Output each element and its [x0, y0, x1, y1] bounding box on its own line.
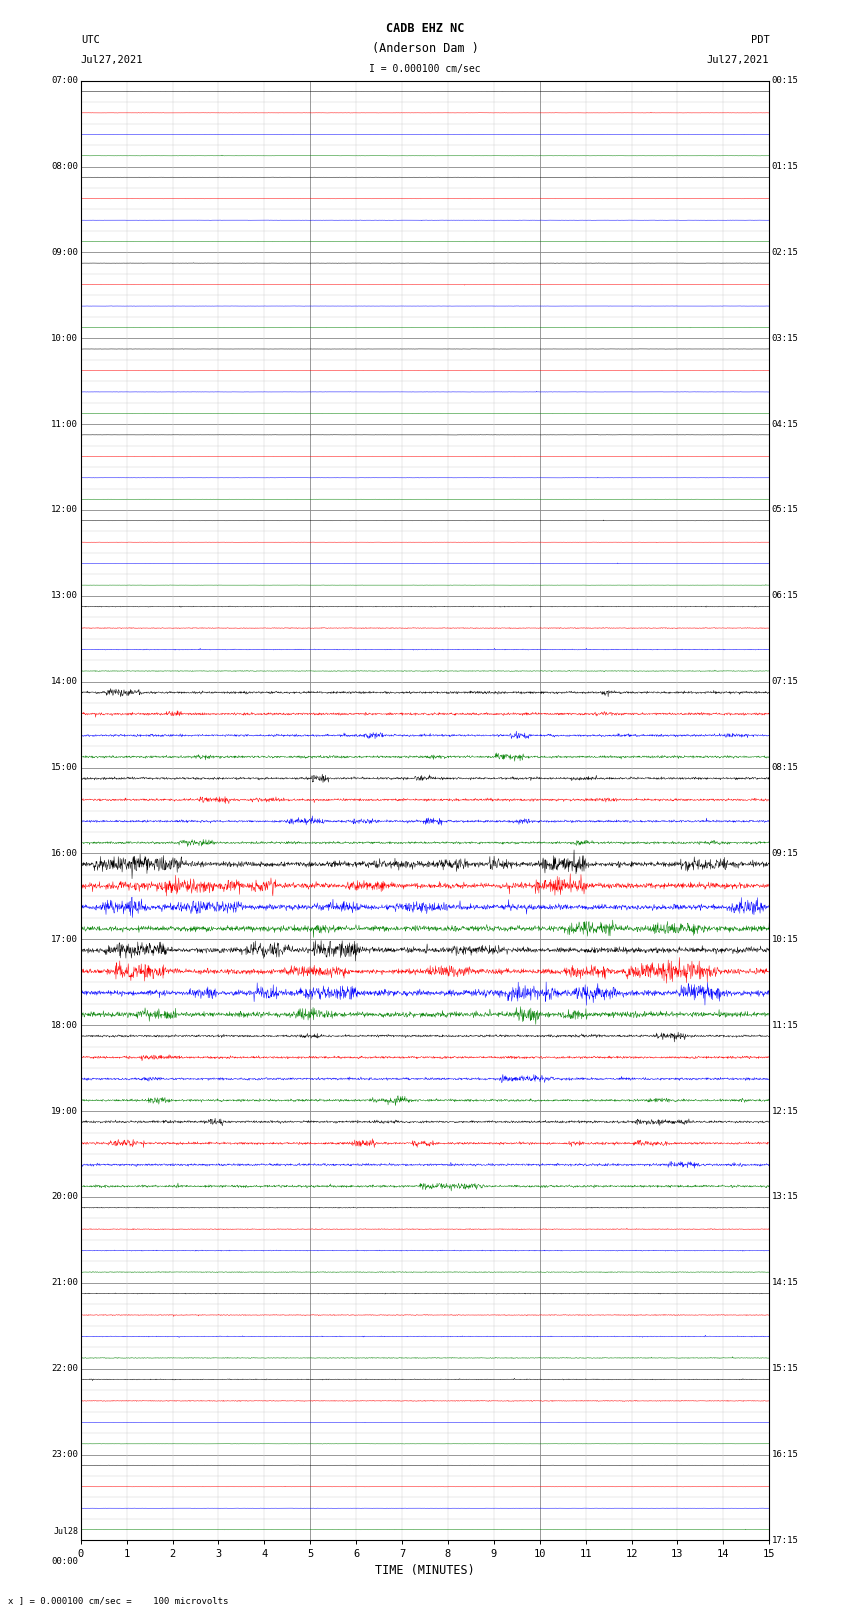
Text: I = 0.000100 cm/sec: I = 0.000100 cm/sec [369, 65, 481, 74]
Text: PDT: PDT [751, 35, 769, 45]
Text: (Anderson Dam ): (Anderson Dam ) [371, 42, 479, 55]
Text: 14:15: 14:15 [772, 1279, 799, 1287]
Text: 10:15: 10:15 [772, 936, 799, 944]
Text: Jul27,2021: Jul27,2021 [81, 55, 144, 65]
Text: 07:15: 07:15 [772, 677, 799, 686]
Text: 15:15: 15:15 [772, 1365, 799, 1373]
Text: Jul28: Jul28 [54, 1526, 78, 1536]
Text: 11:00: 11:00 [51, 419, 78, 429]
Text: Jul27,2021: Jul27,2021 [706, 55, 769, 65]
Text: 02:15: 02:15 [772, 248, 799, 256]
Text: 16:00: 16:00 [51, 848, 78, 858]
Text: 01:15: 01:15 [772, 161, 799, 171]
Text: 12:15: 12:15 [772, 1107, 799, 1116]
Text: 13:15: 13:15 [772, 1192, 799, 1202]
Text: 03:15: 03:15 [772, 334, 799, 342]
Text: 08:00: 08:00 [51, 161, 78, 171]
Text: 17:15: 17:15 [772, 1536, 799, 1545]
Text: 19:00: 19:00 [51, 1107, 78, 1116]
Text: 15:00: 15:00 [51, 763, 78, 773]
Text: x ] = 0.000100 cm/sec =    100 microvolts: x ] = 0.000100 cm/sec = 100 microvolts [8, 1595, 229, 1605]
Text: 05:15: 05:15 [772, 505, 799, 515]
Text: 10:00: 10:00 [51, 334, 78, 342]
Text: 18:00: 18:00 [51, 1021, 78, 1029]
Text: 23:00: 23:00 [51, 1450, 78, 1460]
Text: 06:15: 06:15 [772, 592, 799, 600]
Text: 14:00: 14:00 [51, 677, 78, 686]
Text: 00:00: 00:00 [51, 1558, 78, 1566]
Text: UTC: UTC [81, 35, 99, 45]
Text: 00:15: 00:15 [772, 76, 799, 85]
Text: 17:00: 17:00 [51, 936, 78, 944]
Text: 09:00: 09:00 [51, 248, 78, 256]
Text: 04:15: 04:15 [772, 419, 799, 429]
Text: 11:15: 11:15 [772, 1021, 799, 1029]
Text: 16:15: 16:15 [772, 1450, 799, 1460]
X-axis label: TIME (MINUTES): TIME (MINUTES) [375, 1563, 475, 1576]
Text: 08:15: 08:15 [772, 763, 799, 773]
Text: 21:00: 21:00 [51, 1279, 78, 1287]
Text: 13:00: 13:00 [51, 592, 78, 600]
Text: CADB EHZ NC: CADB EHZ NC [386, 23, 464, 35]
Text: 12:00: 12:00 [51, 505, 78, 515]
Text: 07:00: 07:00 [51, 76, 78, 85]
Text: 09:15: 09:15 [772, 848, 799, 858]
Text: 20:00: 20:00 [51, 1192, 78, 1202]
Text: 22:00: 22:00 [51, 1365, 78, 1373]
